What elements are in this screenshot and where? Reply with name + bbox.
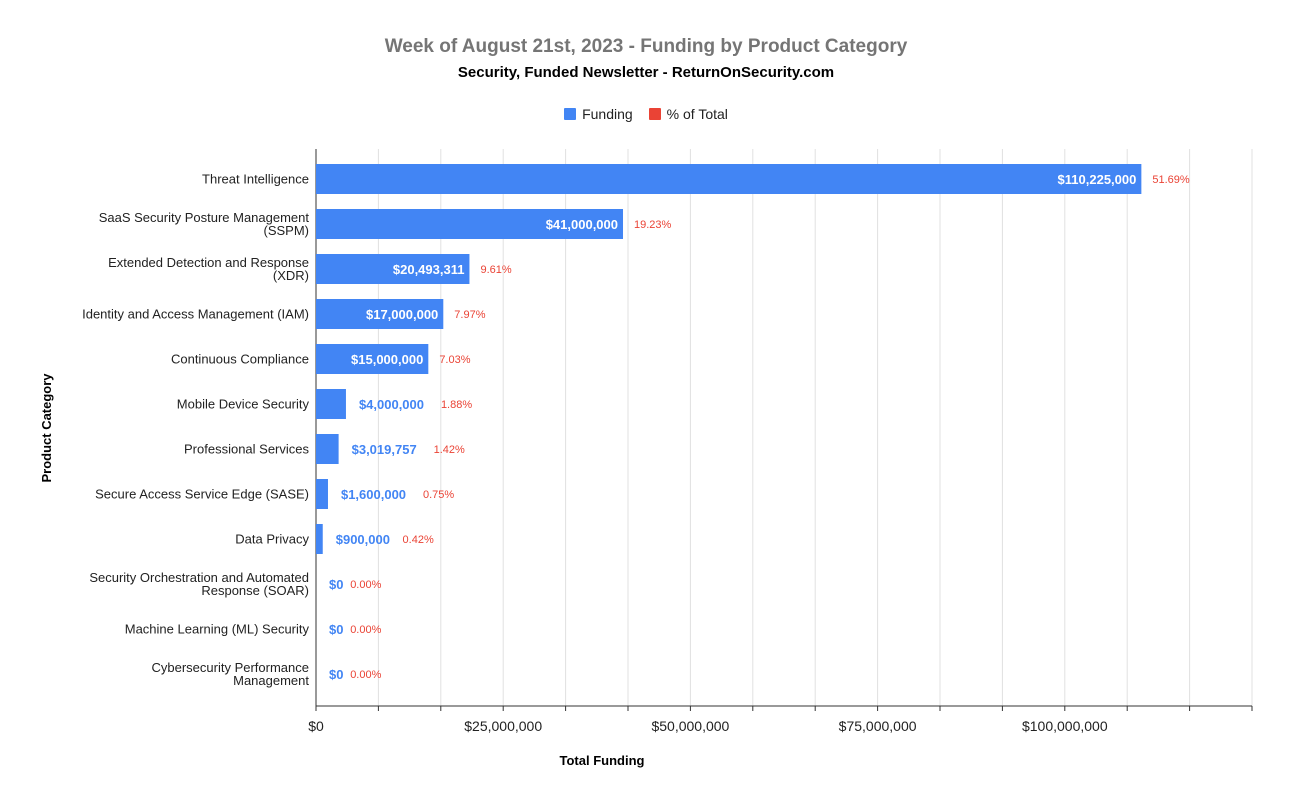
- percent-value-label: 0.00%: [350, 669, 381, 681]
- category-label: Secure Access Service Edge (SASE): [95, 487, 309, 502]
- percent-value-label: 0.00%: [350, 624, 381, 636]
- category-label-line: Continuous Compliance: [171, 352, 309, 367]
- category-label-line: Mobile Device Security: [177, 397, 310, 412]
- legend-swatch-funding: [564, 108, 577, 120]
- funding-bar: [316, 389, 346, 419]
- percent-value-label: 0.00%: [350, 579, 381, 591]
- category-label-line: Professional Services: [184, 442, 309, 457]
- percent-value-label: 51.69%: [1152, 174, 1190, 186]
- funding-bar: [316, 209, 624, 239]
- category-label: Professional Services: [184, 442, 309, 457]
- category-label-line: Extended Detection and Response: [108, 255, 309, 270]
- legend-label-funding: Funding: [582, 106, 633, 122]
- category-label-line: Machine Learning (ML) Security: [125, 622, 310, 637]
- category-label: Extended Detection and Response (XDR): [108, 255, 309, 283]
- category-label: Threat Intelligence: [202, 172, 309, 187]
- funding-value-label: $1,600,000: [341, 487, 406, 502]
- category-label-line: Cybersecurity Performance: [152, 660, 310, 675]
- funding-bar: [316, 479, 328, 509]
- funding-value-label: $15,000,000: [351, 352, 423, 367]
- percent-value-label: 0.42%: [403, 534, 434, 546]
- percent-value-label: 7.03%: [439, 354, 470, 366]
- x-tick-label: $50,000,000: [651, 718, 729, 734]
- x-axis-title: Total Funding: [560, 753, 645, 768]
- funding-value-label: $3,019,757: [352, 442, 417, 457]
- funding-bar: [316, 254, 470, 284]
- category-label-line: Identity and Access Management (IAM): [82, 307, 309, 322]
- category-label-line: Response (SOAR): [201, 583, 309, 598]
- category-label: Data Privacy: [235, 532, 309, 547]
- funding-bar: [316, 164, 1142, 194]
- category-label: Continuous Compliance: [171, 352, 309, 367]
- legend-item-percent: % of Total: [648, 106, 728, 122]
- funding-value-label: $0: [329, 577, 343, 592]
- percent-value-label: 9.61%: [480, 264, 511, 276]
- funding-value-label: $41,000,000: [546, 217, 618, 232]
- funding-bar: [316, 299, 444, 329]
- legend-label-percent: % of Total: [666, 106, 728, 122]
- category-label-line: (XDR): [273, 268, 309, 283]
- category-label: Security Orchestration and Automated Resp…: [89, 570, 309, 598]
- category-label: Identity and Access Management (IAM): [82, 307, 309, 322]
- x-tick-label: $0: [308, 718, 324, 734]
- category-label-line: Data Privacy: [235, 532, 309, 547]
- category-label-line: Management: [233, 673, 309, 688]
- y-axis-title: Product Category: [39, 373, 54, 483]
- funding-value-label: $20,493,311: [393, 262, 465, 277]
- category-label-line: Security Orchestration and Automated: [89, 570, 309, 585]
- chart-subtitle: Security, Funded Newsletter - ReturnOnSe…: [457, 64, 835, 81]
- category-label-line: Secure Access Service Edge (SASE): [95, 487, 309, 502]
- funding-bar: [316, 344, 429, 374]
- legend-item-funding: Funding: [564, 106, 633, 122]
- funding-value-label: $0: [329, 622, 343, 637]
- percent-value-label: 1.42%: [434, 444, 465, 456]
- funding-value-label: $110,225,000: [1058, 172, 1137, 187]
- funding-value-label: $17,000,000: [366, 307, 438, 322]
- category-label: SaaS Security Posture Management (SSPM): [99, 210, 310, 238]
- x-tick-label: $100,000,000: [1022, 718, 1108, 734]
- chart-title: Week of August 21st, 2023 - Funding by P…: [384, 36, 908, 57]
- x-tick-label: $25,000,000: [464, 718, 542, 734]
- funding-bar: [316, 434, 339, 464]
- category-label-line: Threat Intelligence: [202, 172, 309, 187]
- legend: Funding % of Total: [0, 106, 1292, 122]
- percent-value-label: 1.88%: [441, 399, 472, 411]
- funding-value-label: $4,000,000: [359, 397, 424, 412]
- legend-swatch-percent: [648, 108, 661, 120]
- percent-value-label: 7.97%: [454, 309, 485, 321]
- funding-value-label: $0: [329, 667, 343, 682]
- category-label: Cybersecurity Performance Management: [152, 660, 310, 688]
- funding-bar: [316, 524, 323, 554]
- category-label: Machine Learning (ML) Security: [125, 622, 310, 637]
- percent-value-label: 19.23%: [634, 219, 672, 231]
- category-label-line: (SSPM): [264, 223, 310, 238]
- category-label-line: SaaS Security Posture Management: [99, 210, 310, 225]
- percent-value-label: 0.75%: [423, 489, 454, 501]
- funding-value-label: $900,000: [336, 532, 390, 547]
- category-label: Mobile Device Security: [177, 397, 310, 412]
- x-tick-label: $75,000,000: [839, 718, 917, 734]
